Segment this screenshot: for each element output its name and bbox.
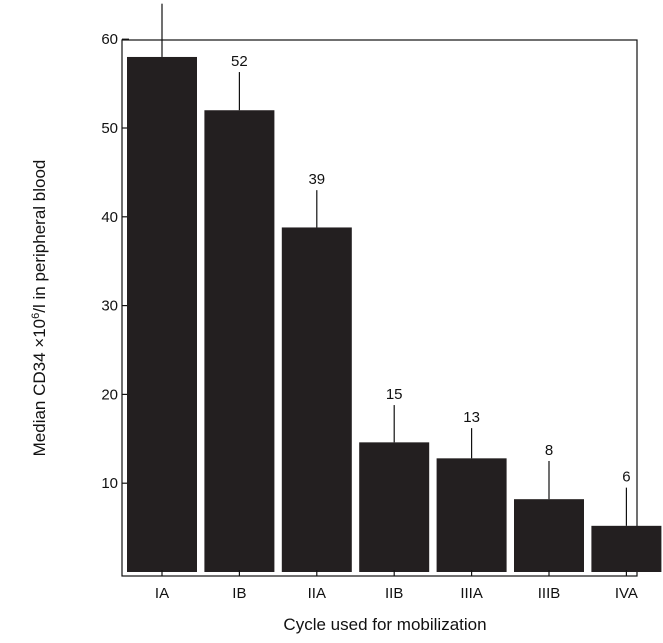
x-tick-label-IIB: IIB <box>385 585 403 602</box>
error-bars-group <box>161 3 628 526</box>
bar-IA <box>127 56 197 572</box>
data-label-IIIA: 13 <box>463 409 480 426</box>
plot-frame <box>121 39 638 577</box>
y-tick-label-20: 20 <box>101 386 118 403</box>
bar-IIA <box>281 227 352 572</box>
y-axis-title-suffix: /l in peripheral blood <box>30 160 49 313</box>
data-label-IA: 58 <box>154 0 171 2</box>
x-axis-title: Cycle used for mobilization <box>283 615 486 634</box>
bar-IIB <box>359 442 430 572</box>
y-tick-label-50: 50 <box>101 120 118 137</box>
data-label-IIA: 39 <box>308 171 325 188</box>
y-axis-title-superscript: 6 <box>30 313 42 319</box>
x-tick-label-IA: IA <box>155 585 169 602</box>
x-tick-label-IB: IB <box>232 585 246 602</box>
x-axis-tick-labels: IA IB IIA IIB IIIA IIIB IVA <box>155 570 638 602</box>
x-tick-label-IVA: IVA <box>615 585 638 602</box>
data-label-IB: 52 <box>231 53 248 70</box>
y-tick-label-60: 60 <box>101 31 118 48</box>
data-label-IVA: 6 <box>622 469 630 486</box>
y-tick-label-30: 30 <box>101 298 118 315</box>
bar-IIIB <box>514 499 584 572</box>
y-axis-ticks: 10 20 30 40 50 60 <box>101 31 129 492</box>
y-axis-title: Median CD34 ×106/l in peripheral blood <box>30 160 49 457</box>
bars-group <box>127 56 662 573</box>
y-axis-title-prefix: Median CD34 ×10 <box>30 319 49 457</box>
x-tick-label-IIIA: IIIA <box>460 585 483 602</box>
bar-IIIA <box>436 458 507 572</box>
bar-IVA <box>591 525 662 572</box>
data-label-IIIB: 8 <box>545 442 553 459</box>
x-tick-label-IIIB: IIIB <box>538 585 561 602</box>
y-tick-label-10: 10 <box>101 475 118 492</box>
y-tick-label-40: 40 <box>101 209 118 226</box>
data-labels-group: 58 52 39 15 13 8 6 <box>154 0 631 486</box>
x-tick-label-IIA: IIA <box>308 585 326 602</box>
data-label-IIB: 15 <box>386 386 403 403</box>
bar-IB <box>204 110 275 573</box>
